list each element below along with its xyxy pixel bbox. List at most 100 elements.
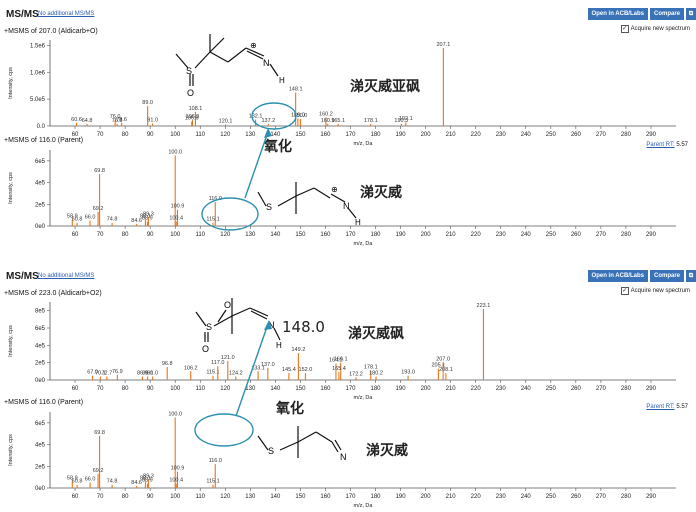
- peak-label: 89.0: [142, 100, 153, 106]
- plus-charge-icon: ⊕: [250, 41, 257, 50]
- atom-n-bot2: N: [340, 452, 347, 462]
- x-tick-label: 100: [170, 494, 181, 500]
- peak-label: 137.0: [261, 362, 275, 368]
- peak-label: 120.1: [219, 118, 233, 124]
- y-tick-label: 1.5e6: [30, 43, 46, 49]
- x-tick-label: 60: [72, 132, 79, 138]
- peak-label: 132.1: [249, 114, 263, 120]
- compare-button[interactable]: Compare: [649, 8, 684, 20]
- peak-label: 91.0: [147, 371, 158, 377]
- atom-s-bot2: S: [268, 446, 274, 456]
- x-tick-label: 280: [621, 386, 632, 392]
- peak-label: 207.0: [436, 357, 450, 363]
- atom-o-bot2: O: [224, 300, 231, 310]
- parent-rt[interactable]: Parent RT: 5.57: [646, 404, 688, 410]
- annotation-oxidation: 氧化: [276, 401, 304, 417]
- chart-2: 0e0 2e5 4e5 6e5 60 70 80 90 100 110 120 130 140 150 16…: [8, 149, 676, 247]
- x-tick-label: 90: [147, 132, 154, 138]
- peak-label: 100.4: [169, 478, 183, 484]
- x-tick-label: 280: [621, 494, 632, 500]
- x-tick-label: 240: [521, 386, 532, 392]
- compare-button[interactable]: Compare: [649, 270, 684, 282]
- acquire-new-spectrum-checkbox[interactable]: ✓ Acquire new spectrum: [620, 25, 690, 33]
- chart-1: 0.0 5.0e5 1.0e6 1.5e6 60 70 80 90 100 110 120 130 14…: [8, 40, 676, 147]
- parent-rt[interactable]: Parent RT: 5.57: [646, 142, 688, 148]
- x-tick-label: 220: [471, 132, 482, 138]
- compare-icon[interactable]: ⧉: [686, 270, 696, 282]
- peak-label: 91.0: [147, 117, 158, 123]
- x-tick-label: 250: [546, 494, 557, 500]
- x-tick-label: 270: [596, 386, 607, 392]
- compare-icon[interactable]: ⧉: [686, 8, 696, 20]
- x-tick-label: 260: [571, 132, 582, 138]
- x-tick-label: 80: [122, 494, 129, 500]
- x-tick-label: 290: [646, 232, 657, 238]
- peak-label: 60.8: [72, 479, 83, 485]
- peak-label: 116.0: [209, 458, 222, 464]
- peak-label: 76.9: [112, 369, 123, 375]
- atom-h-bot: H: [276, 341, 282, 350]
- x-tick-label: 200: [421, 494, 432, 500]
- peak-label: 164.2: [329, 358, 343, 364]
- x-axis-label: m/z, Da: [354, 241, 374, 247]
- x-tick-label: 170: [345, 494, 356, 500]
- atom-n-top: N: [263, 58, 270, 68]
- y-tick-label: 6e5: [35, 326, 46, 332]
- x-tick-label: 210: [446, 132, 457, 138]
- annotation-sulfone: 涕灭威砜: [348, 326, 404, 342]
- x-tick-label: 70: [97, 232, 104, 238]
- x-tick-label: 290: [646, 494, 657, 500]
- chart-title-4: +MSMS of 116.0 (Parent): [4, 399, 84, 406]
- x-tick-label: 200: [421, 386, 432, 392]
- x-tick-label: 110: [195, 386, 205, 392]
- peak-label: 100.9: [171, 466, 185, 472]
- peak-label: 115.1: [206, 479, 219, 485]
- y-tick-label: 4e5: [35, 181, 46, 187]
- x-tick-label: 120: [220, 232, 231, 238]
- annotation-mz-148: 148.0: [282, 318, 325, 336]
- no-additional-msms-link[interactable]: No additional MS/MS: [38, 273, 95, 279]
- chart-title-1: +MSMS of 207.0 (Aldicarb+O): [4, 28, 98, 35]
- peak-label: 89.3: [143, 473, 154, 479]
- open-in-acblabs-button[interactable]: Open in ACB/Labs: [587, 270, 648, 282]
- y-axis-label: Intensity, cps: [8, 172, 14, 204]
- open-in-acblabs-button[interactable]: Open in ACB/Labs: [587, 8, 648, 20]
- no-additional-msms-link[interactable]: No additional MS/MS: [38, 11, 95, 17]
- x-tick-label: 230: [496, 132, 507, 138]
- sulfone-structure: [195, 298, 281, 342]
- peak-label: 60.6: [71, 117, 82, 123]
- x-tick-label: 250: [546, 232, 557, 238]
- parent-rt-label[interactable]: Parent RT:: [646, 142, 675, 148]
- acquire-new-spectrum-checkbox[interactable]: ✓ Acquire new spectrum: [620, 287, 690, 295]
- panel-title: MS/MS: [6, 271, 39, 282]
- x-tick-label: 90: [147, 232, 154, 238]
- peak-label: 106.9: [186, 114, 200, 120]
- peak-label: 172.2: [349, 371, 363, 377]
- parent-rt-label[interactable]: Parent RT:: [646, 404, 675, 410]
- x-tick-label: 190: [396, 494, 407, 500]
- panel-buttons: Open in ACB/Labs Compare ⧉: [587, 270, 696, 282]
- peak-label: 88.9: [142, 478, 153, 484]
- parent-rt-value: 5.57: [676, 404, 688, 410]
- x-tick-label: 150: [295, 386, 306, 392]
- peak-label: 193.0: [401, 370, 415, 376]
- peak-label: 69.8: [94, 430, 105, 436]
- peak-label: 69.2: [93, 206, 104, 212]
- x-tick-label: 140: [270, 132, 281, 138]
- x-tick-label: 120: [220, 386, 231, 392]
- panel-header: MS/MS No additional MS/MS Open in ACB/La…: [0, 270, 696, 284]
- aldicarb-structure-top: [257, 182, 357, 219]
- x-tick-label: 170: [345, 232, 356, 238]
- peak-label: 208.1: [439, 367, 453, 373]
- peak-label: 66.0: [85, 477, 96, 483]
- parent-rt-value: 5.57: [676, 142, 688, 148]
- peak-label: 205.1: [431, 363, 445, 369]
- peak-label: 106.2: [184, 365, 198, 371]
- arrow-head-icon: [264, 320, 272, 330]
- x-tick-label: 90: [147, 494, 154, 500]
- y-axis-label: Intensity, cps: [8, 67, 14, 99]
- x-tick-label: 180: [371, 132, 382, 138]
- atom-h-top: H: [279, 76, 285, 85]
- peak-label: 88.1: [140, 475, 151, 481]
- x-tick-label: 260: [571, 494, 582, 500]
